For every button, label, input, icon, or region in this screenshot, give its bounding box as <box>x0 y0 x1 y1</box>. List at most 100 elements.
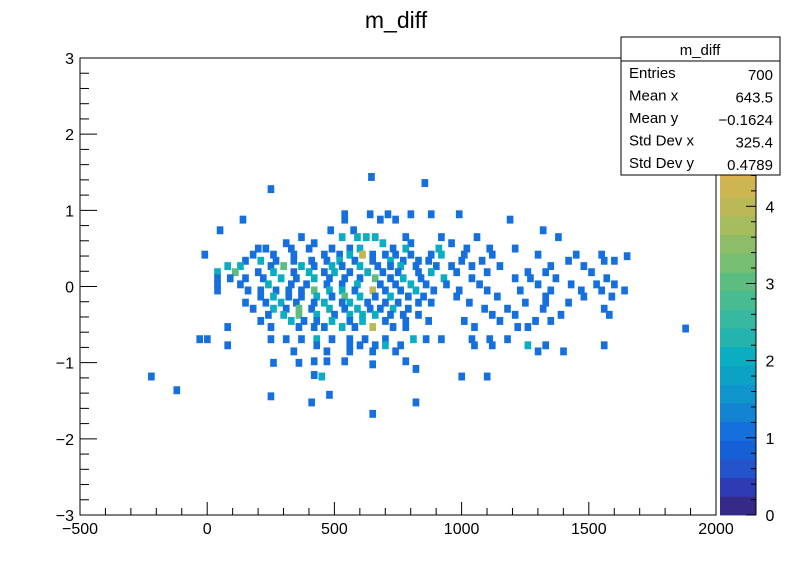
heatmap-bin <box>265 280 272 289</box>
heatmap-bin <box>361 335 369 344</box>
heatmap-bin <box>293 298 300 307</box>
heatmap-bin <box>321 268 328 277</box>
heatmap-bin <box>346 347 354 356</box>
heatmap-bin <box>295 358 303 367</box>
heatmap-bin <box>542 298 550 307</box>
heatmap-bin <box>354 280 361 289</box>
heatmap-bin <box>293 274 300 283</box>
heatmap-bin <box>382 316 389 325</box>
heatmap-bin <box>415 310 422 319</box>
heatmap-bin <box>308 256 315 265</box>
heatmap-bin <box>346 316 354 325</box>
heatmap-bin <box>542 292 550 301</box>
colorbar-segment <box>720 197 756 217</box>
heatmap-bin <box>524 268 532 277</box>
heatmap-bin <box>262 298 270 307</box>
colorbar-tick-label: 1 <box>766 431 775 448</box>
heatmap-bin <box>270 250 277 259</box>
colorbar-segment <box>720 290 756 310</box>
heatmap-bin <box>328 262 336 271</box>
heatmap-bin <box>682 324 689 333</box>
heatmap-bin <box>534 280 542 289</box>
heatmap-bin <box>580 292 588 301</box>
stats-row-label: Mean y <box>629 110 679 127</box>
heatmap-bin <box>453 292 460 301</box>
heatmap-bin <box>522 298 529 307</box>
colorbar-segment <box>720 402 756 422</box>
heatmap-bin <box>478 256 486 265</box>
heatmap-bin <box>341 304 349 313</box>
axes: −500 0 500 1000 1500 2000 −3 −2 −1 0 1 2 3 <box>56 51 734 538</box>
heatmap-bin <box>402 244 410 253</box>
x-tick-label: 1000 <box>444 521 480 538</box>
heatmap-bin <box>214 274 221 283</box>
y-tick-label: −1 <box>56 356 74 373</box>
heatmap-bin <box>287 244 295 253</box>
heatmap-bin <box>267 323 275 331</box>
heatmap-bin <box>298 335 305 344</box>
heatmap-bin <box>588 268 595 277</box>
heatmap-bin <box>427 250 435 259</box>
heatmap-bin <box>539 226 547 235</box>
heatmap-bin <box>214 280 221 289</box>
heatmap-bin <box>359 316 366 325</box>
heatmap-bin <box>379 268 387 277</box>
heatmap-bin <box>412 262 420 271</box>
heatmap-bin <box>448 262 455 271</box>
heatmap-bin <box>532 316 539 325</box>
stats-box-frame <box>620 36 781 176</box>
heatmap-bin <box>605 310 613 319</box>
heatmap-bin <box>407 210 415 219</box>
heatmap-bin <box>257 292 265 301</box>
heatmap-bin <box>488 341 496 350</box>
colorbar-tick-label: 3 <box>766 276 775 293</box>
heatmap-bin <box>412 398 420 407</box>
heatmap-bin <box>463 244 471 253</box>
heatmap-bin <box>323 256 331 265</box>
heatmap-bin <box>295 304 303 313</box>
heatmap-bin <box>262 244 270 253</box>
heatmap-bin <box>399 256 407 265</box>
heatmap-bin <box>455 210 463 219</box>
x-tick-label: 0 <box>203 521 212 538</box>
heatmap-bin <box>336 250 343 259</box>
heatmap-bin <box>270 292 277 301</box>
heatmap-bin <box>280 262 287 271</box>
heatmap-bin <box>387 256 394 265</box>
heatmap-bin <box>382 250 389 259</box>
heatmap-bin <box>547 286 555 295</box>
heatmap-bin <box>285 292 293 301</box>
y-tick-label: 2 <box>65 127 74 144</box>
heatmap-bin <box>313 335 321 344</box>
heatmap-bin <box>483 268 491 277</box>
heatmap-bin <box>346 244 354 253</box>
heatmap-bin <box>354 304 361 313</box>
heatmap-bin <box>387 310 394 319</box>
stats-row-label: Entries <box>629 65 676 82</box>
stats-row-label: Std Dev x <box>629 133 695 150</box>
heatmap-bin <box>394 298 402 307</box>
heatmap-bin <box>557 310 565 319</box>
heatmap-bin <box>438 335 445 344</box>
heatmap-bin <box>496 262 504 271</box>
heatmap-bin <box>420 292 427 301</box>
heatmap-bin <box>476 280 483 289</box>
heatmap-bin <box>402 323 410 331</box>
heatmap-bin <box>257 286 265 295</box>
heatmap-bin <box>384 210 392 219</box>
heatmap-bin <box>504 335 511 344</box>
heatmap-bin <box>527 274 534 283</box>
heatmap-bin <box>341 357 349 366</box>
heatmap-bin <box>443 280 450 289</box>
heatmap-bin <box>438 233 445 242</box>
heatmap-bin <box>516 286 524 295</box>
heatmap-bin <box>173 386 181 395</box>
colorbar-segment <box>720 440 756 460</box>
heatmap-bin <box>481 304 488 313</box>
heatmap-bin <box>366 210 374 219</box>
stats-row-value: 0.4789 <box>727 157 773 174</box>
heatmap-bin <box>338 280 346 289</box>
heatmap-bin <box>621 286 628 295</box>
heatmap-bin <box>310 274 318 283</box>
